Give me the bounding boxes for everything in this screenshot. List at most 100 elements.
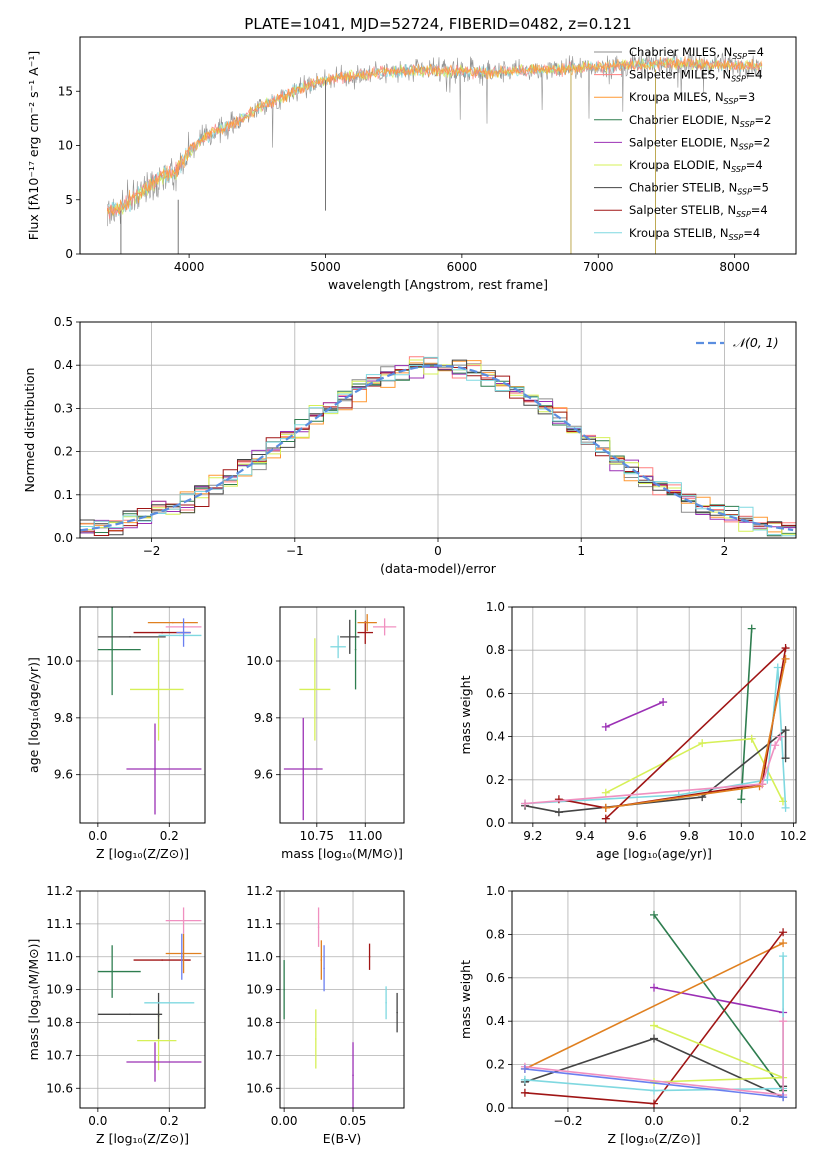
weight-line-chabrier_elodie [653,914,784,1092]
weight-marker [601,803,610,812]
y-tick-label: 10.7 [46,1048,73,1062]
weight-marker [779,1093,788,1102]
legend-entry-label: Chabrier ELODIE, N [629,113,740,127]
y-tick-label: 10.9 [46,983,73,997]
x-axis-label: wavelength [Angstrom, rest frame] [328,277,548,292]
y-axis-label: Normed distribution [22,368,37,493]
weight-marker [781,803,790,812]
weight-line-salpeter_elodie [653,986,784,1014]
data-point [180,955,183,958]
y-tick-label: 0.4 [486,730,505,744]
x-tick-label: 9.8 [680,829,699,843]
y-tick-label: 0.0 [486,1101,505,1115]
y-axis-label: mass weight [458,960,473,1039]
data-point [157,1039,160,1042]
figure-title: PLATE=1041, MJD=52724, FIBERID=0482, z=0… [244,15,631,33]
legend-entry: Kroupa MILES, NSSP=3 [629,90,755,106]
plot-area-mass_vs_ebv [283,907,398,1108]
y-tick-label: 10.6 [246,1081,273,1095]
weight-marker [659,698,668,707]
axes-frame [511,606,797,824]
x-tick-label: 1 [577,544,585,558]
legend-entry-sub: SSP [731,165,746,174]
x-tick-label: 0.2 [160,829,179,843]
y-tick-label: 10.0 [246,654,273,668]
weight-marker [650,1034,658,1043]
data-point [354,648,357,651]
y-tick-label: 10 [58,139,73,153]
y-tick-label: 10.0 [46,654,73,668]
data-point [364,631,367,634]
panel-mass_vs_ebv: 0.00 0.05 10.6 10.7 10.8 10.9 11.0 11.1 11.2 E(B-… [246,884,405,1146]
weight-line-kroupa_elodie [653,1024,784,1083]
data-point [161,959,163,961]
legend-entry-label: Kroupa MILES, N [629,90,724,104]
weight-marker [520,1075,529,1084]
data-point [157,688,160,691]
data-point [315,1038,317,1040]
y-tick-label: 1.0 [486,884,505,898]
legend-entry-sub: SSP [729,233,744,242]
x-tick-label: 7000 [583,260,614,274]
data-point [352,1074,354,1076]
x-tick-label: 10.0 [728,829,755,843]
data-point [179,634,181,637]
data-point [182,919,185,922]
weight-marker [747,734,756,743]
weight-marker [520,1064,529,1073]
legend-entry-label: Salpeter MILES, N [629,68,731,82]
x-tick-label: 6000 [447,260,478,274]
y-axis-label: mass [log₁₀(M/M⊙)] [26,939,41,1061]
weight-marker [776,732,785,741]
weight-marker [773,663,782,672]
x-axis-label: (data-model)/error [380,561,497,576]
weight-marker [554,808,563,817]
weight-marker [554,795,563,804]
data-point [283,988,285,991]
data-point [337,645,339,648]
x-axis-label: Z [log₁₀(Z/Z⊙)] [96,1131,189,1146]
data-point [320,959,323,961]
weight-marker [747,624,756,633]
panel-mass_vs_Z: 0.0 0.2 10.6 10.7 10.8 10.9 11.0 11.1 11.2 Z [log… [26,884,206,1146]
weight-marker [779,952,788,961]
weight-marker [601,788,610,797]
y-axis-label: mass weight [458,675,473,754]
x-tick-label: 4000 [174,260,205,274]
weight-marker [521,799,530,808]
y-tick-label: 0.2 [486,1058,505,1072]
y-tick-label: 9.8 [54,711,73,725]
weight-line-chabrier_elodie [740,628,753,800]
data-point [111,970,113,973]
y-tick-label: 10.8 [246,1016,273,1030]
data-point [172,621,174,624]
weight-marker [698,739,707,748]
axes-frame [279,890,405,1109]
y-tick-label: 0.5 [54,315,73,329]
legend-entry-label: Kroupa ELODIE, N [629,158,731,172]
legend-entry-suffix: =2 [753,135,770,149]
panel-age_vs_mass: 10.75 11.00 9.6 9.8 10.0 mass [log₁₀(M/M⊙)] [246,606,405,861]
legend-entry-label: Kroupa STELIB, N [629,226,729,240]
data-point [157,1015,160,1017]
legend-entry: Chabrier MILES, NSSP=4 [629,45,764,61]
legend-entry-sub: SSP [739,142,754,151]
weight-line-blue [524,1068,784,1098]
x-tick-label: 11.00 [348,829,382,843]
y-tick-label: 0.0 [486,816,505,830]
y-tick-label: 0.2 [486,773,505,787]
y-tick-label: 0.8 [486,643,505,657]
axes-frame [79,606,206,824]
legend-entry-sub: SSP [737,188,752,197]
legend-entry-suffix: =4 [747,45,764,59]
plot-area-weight_vs_age [521,624,790,823]
data-point [314,688,316,691]
x-tick-label: 0.0 [644,1114,663,1128]
weight-marker [650,1099,658,1108]
legend-entry-suffix: =4 [743,226,760,240]
data-point [182,631,185,634]
legend-entry-label: Salpeter ELODIE, N [629,135,739,149]
legend-entry-sub: SSP [724,97,739,106]
plot-area-mass_vs_Z [97,907,202,1082]
